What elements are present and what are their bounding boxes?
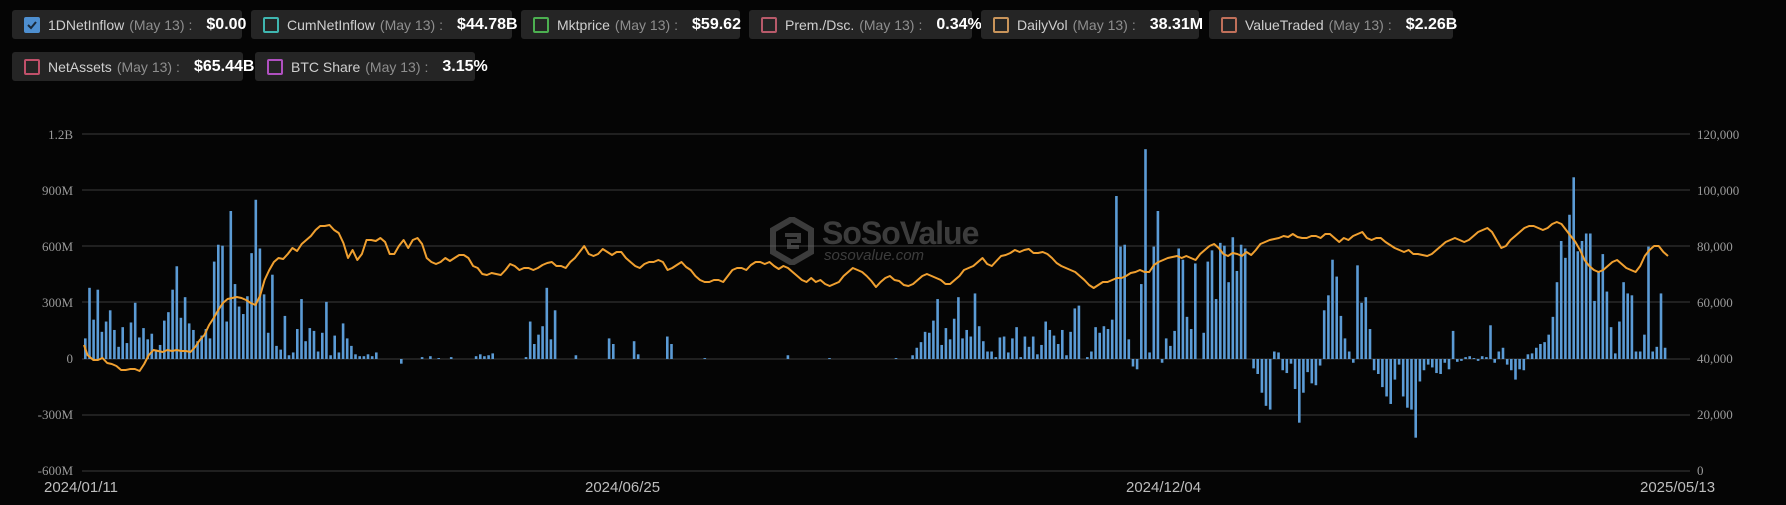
legend-chip-label: CumNetInflow xyxy=(287,16,375,33)
gridlines xyxy=(82,133,1690,472)
legend-chip-value: $2.26B xyxy=(1405,15,1458,33)
legend-chip-value: 0.34% xyxy=(936,15,982,33)
watermark-brand: SoSoValue xyxy=(822,215,979,251)
legend-chip-value: 38.31M xyxy=(1149,15,1204,33)
legend-chip-label: Prem./Dsc. xyxy=(785,16,855,33)
legend-chip-value: $59.62 xyxy=(692,15,741,33)
right-axis-tick: 0 xyxy=(1697,463,1704,478)
legend-chip-colon: : xyxy=(918,16,923,33)
legend-chip-date: (May 13) xyxy=(116,58,173,75)
legend-chip-valuetraded[interactable]: ValueTraded (May 13): $2.26B xyxy=(1209,10,1457,39)
left-axis-tick: 1.2B xyxy=(48,127,73,142)
right-axis-tick: 120,000 xyxy=(1697,127,1740,142)
legend-chip-colon: : xyxy=(424,58,429,75)
watermark-url: sosovalue.com xyxy=(824,247,925,264)
legend-chip-cumnetinflow[interactable]: CumNetInflow (May 13): $44.78B xyxy=(251,10,518,39)
legend-chip-label: Mktprice xyxy=(557,16,610,33)
checkbox-unchecked-icon[interactable] xyxy=(1221,16,1237,33)
right-axis-tick: 20,000 xyxy=(1697,407,1733,422)
left-axis-tick: -300M xyxy=(37,407,73,422)
legend-chip-colon: : xyxy=(439,16,444,33)
x-axis-tick: 2024/01/11 xyxy=(44,479,118,496)
left-axis-tick: -600M xyxy=(37,463,73,478)
legend-chip-label: 1DNetInflow xyxy=(48,16,125,33)
legend-chip-btc-share[interactable]: BTC Share (May 13):3.15% xyxy=(255,52,488,81)
legend-chip-colon: : xyxy=(674,16,679,33)
legend-chip-date: (May 13) xyxy=(379,16,436,33)
checkbox-unchecked-icon[interactable] xyxy=(267,58,283,75)
legend-chip-colon: : xyxy=(1387,16,1392,33)
legend-chip-label: NetAssets xyxy=(48,58,112,75)
legend-chip-value: $65.44B xyxy=(193,57,255,75)
plot-svg[interactable] xyxy=(0,100,1786,505)
legend-chip-netassets[interactable]: NetAssets (May 13): $65.44B xyxy=(12,52,254,81)
legend-chip-date: (May 13) xyxy=(1072,16,1128,33)
x-axis-tick: 2025/05/13 xyxy=(1640,479,1716,496)
legend-chip-mktprice[interactable]: Mktprice (May 13): $59.62 xyxy=(521,10,741,39)
x-axis-tick: 2024/06/25 xyxy=(585,479,661,496)
legend-chip-date: (May 13) xyxy=(1328,16,1384,33)
legend-chip-label: ValueTraded xyxy=(1245,16,1324,33)
left-axis-tick: 600M xyxy=(41,239,73,254)
inflow-bars xyxy=(84,149,1667,438)
sosovalue-watermark: SoSoValue sosovalue.com xyxy=(770,215,979,265)
legend-chip-label: DailyVol xyxy=(1017,16,1068,33)
legend-chip-date: (May 13) xyxy=(859,16,915,33)
legend-chip-value: 3.15% xyxy=(442,57,488,75)
legend-chip-value: $0.00 xyxy=(206,15,247,33)
legend-chip-colon: : xyxy=(1131,16,1136,33)
sosovalue-logo-icon xyxy=(770,217,814,265)
legend-chip-value: $44.78B xyxy=(457,15,518,33)
legend-chip-date: (May 13) xyxy=(614,16,671,33)
checkbox-unchecked-icon[interactable] xyxy=(533,16,549,33)
right-axis-tick: 100,000 xyxy=(1697,183,1740,198)
btc-price-line xyxy=(83,221,1669,372)
checkbox-unchecked-icon[interactable] xyxy=(761,16,777,33)
checkbox-unchecked-icon[interactable] xyxy=(993,16,1009,33)
left-axis-tick: 0 xyxy=(66,351,74,366)
legend-chip-1dnetinflow[interactable]: 1DNetInflow (May 13): $0.00 xyxy=(12,10,246,39)
legend-chip-colon: : xyxy=(188,16,193,33)
checkbox-checked-icon[interactable] xyxy=(24,16,40,33)
left-axis-tick: 300M xyxy=(41,295,73,310)
right-axis-tick: 60,000 xyxy=(1697,295,1733,310)
chart-area: 1.2B 900M 600M 300M 0 -300M -600M 120,00… xyxy=(0,100,1786,505)
x-axis-tick: 2024/12/04 xyxy=(1126,479,1202,496)
legend-chip-prem-dsc-[interactable]: Prem./Dsc. (May 13):0.34% xyxy=(749,10,982,39)
legend-chip-date: (May 13) xyxy=(365,58,421,75)
checkbox-unchecked-icon[interactable] xyxy=(263,16,279,33)
legend-chip-label: BTC Share xyxy=(291,58,361,75)
legend-chip-dailyvol[interactable]: DailyVol (May 13):38.31M xyxy=(981,10,1203,39)
checkbox-unchecked-icon[interactable] xyxy=(24,58,40,75)
right-axis-tick: 40,000 xyxy=(1697,351,1733,366)
legend-chip-colon: : xyxy=(176,58,180,75)
legend-chip-date: (May 13) xyxy=(129,16,185,33)
right-axis-tick: 80,000 xyxy=(1697,239,1733,254)
left-axis-tick: 900M xyxy=(41,183,73,198)
